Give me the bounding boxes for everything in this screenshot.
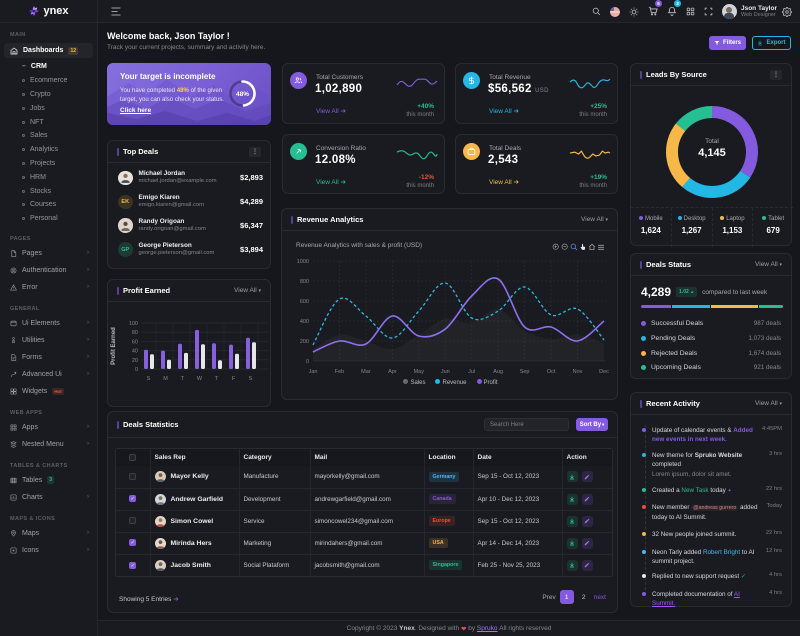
- svg-text:80: 80: [132, 330, 138, 336]
- svg-text:Oct: Oct: [547, 369, 556, 375]
- svg-text:Jul: Jul: [468, 369, 475, 375]
- svg-text:100: 100: [129, 321, 138, 327]
- svg-text:0: 0: [135, 367, 138, 373]
- svg-text:Apr: Apr: [388, 369, 397, 375]
- svg-text:800: 800: [300, 279, 309, 285]
- svg-text:Dec: Dec: [599, 369, 609, 375]
- svg-text:S: S: [249, 376, 253, 382]
- svg-text:60: 60: [132, 339, 138, 345]
- svg-text:T: T: [215, 376, 219, 382]
- svg-text:Sep: Sep: [520, 369, 530, 375]
- svg-text:S: S: [147, 376, 151, 382]
- svg-text:Jun: Jun: [441, 369, 450, 375]
- svg-text:Jan: Jan: [309, 369, 318, 375]
- svg-text:Profit Earned: Profit Earned: [111, 327, 117, 365]
- svg-text:200: 200: [300, 339, 309, 345]
- svg-text:Mar: Mar: [361, 369, 371, 375]
- svg-text:48%: 48%: [236, 91, 249, 98]
- svg-text:Nov: Nov: [573, 369, 583, 375]
- svg-text:400: 400: [300, 319, 309, 325]
- svg-text:40: 40: [132, 349, 138, 355]
- svg-text:1000: 1000: [297, 259, 309, 265]
- svg-text:W: W: [197, 376, 203, 382]
- svg-text:F: F: [232, 376, 236, 382]
- svg-text:600: 600: [300, 299, 309, 305]
- svg-text:Feb: Feb: [335, 369, 344, 375]
- svg-text:T: T: [181, 376, 185, 382]
- svg-text:Aug: Aug: [493, 369, 503, 375]
- svg-text:0: 0: [306, 359, 309, 365]
- svg-text:May: May: [414, 369, 425, 375]
- svg-text:M: M: [163, 376, 168, 382]
- svg-text:20: 20: [132, 358, 138, 364]
